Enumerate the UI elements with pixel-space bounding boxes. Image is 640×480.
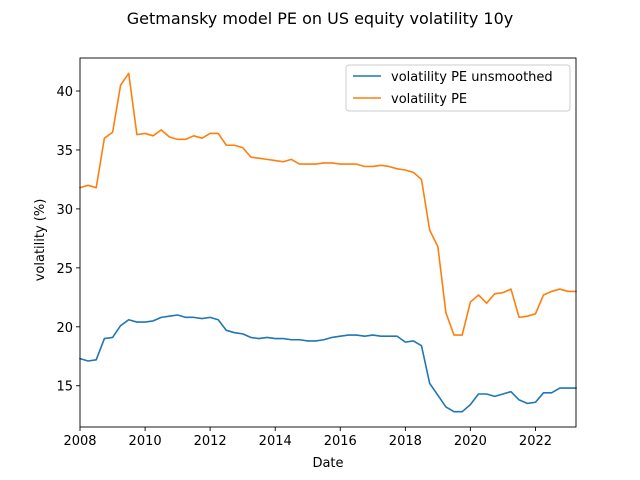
x-tick-label: 2018 [389, 434, 422, 449]
x-tick-label: 2008 [63, 434, 96, 449]
legend-label-2: volatility PE [391, 92, 467, 107]
axes-frame [79, 57, 577, 428]
x-axis-label: Date [312, 456, 343, 471]
y-tick-label: 35 [56, 144, 73, 159]
y-tick-label: 20 [56, 321, 73, 336]
x-tick-label: 2012 [194, 434, 227, 449]
legend: volatility PE unsmoothed volatility PE [345, 64, 571, 112]
x-tick-label: 2020 [454, 434, 487, 449]
y-tick-label: 15 [56, 380, 73, 395]
x-tick-label: 2016 [324, 434, 357, 449]
series-line-1 [79, 314, 577, 413]
legend-box [345, 64, 571, 112]
y-tick-label: 30 [56, 203, 73, 218]
x-tick-label: 2014 [259, 434, 292, 449]
y-axis-label: volatility (%) [33, 199, 48, 282]
chart-title: Getmansky model PE on US equity volatili… [127, 9, 514, 28]
x-tick-label: 2010 [129, 434, 162, 449]
y-tick-label: 25 [56, 262, 73, 277]
series-line-2 [79, 72, 577, 336]
y-tick-label: 40 [56, 85, 73, 100]
plot-area: 2008 2010 2012 2014 2016 2018 2020 2022 15 20 25 30… [56, 57, 577, 449]
legend-label-1: volatility PE unsmoothed [391, 70, 553, 85]
x-tick-label: 2022 [519, 434, 552, 449]
